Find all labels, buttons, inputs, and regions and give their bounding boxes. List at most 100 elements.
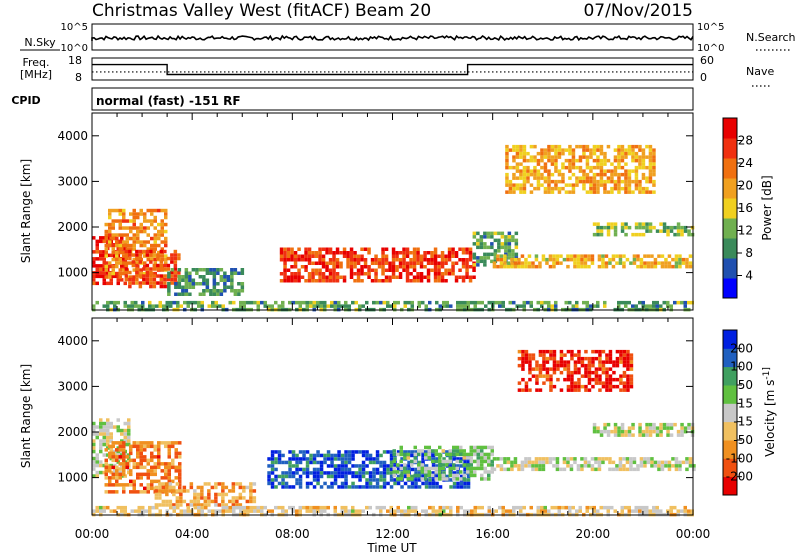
data-cell	[452, 457, 457, 461]
data-cell	[603, 155, 607, 159]
data-cell	[543, 151, 548, 156]
data-cell	[473, 505, 477, 510]
data-cell	[645, 225, 649, 230]
data-cell	[113, 509, 117, 513]
data-cell	[519, 144, 523, 149]
data-cell	[153, 469, 157, 473]
data-cell	[639, 460, 644, 465]
data-cell	[406, 473, 410, 478]
data-cell	[582, 186, 586, 191]
data-cell	[356, 254, 361, 258]
data-cell	[351, 453, 355, 458]
data-cell	[463, 304, 467, 308]
data-cell	[606, 179, 611, 184]
data-cell	[421, 481, 425, 486]
data-cell	[573, 264, 577, 269]
data-cell	[652, 509, 656, 513]
data-cell	[536, 505, 540, 510]
data-cell	[231, 485, 236, 490]
data-cell	[587, 363, 592, 368]
data-cell	[606, 176, 611, 180]
data-cell	[490, 231, 494, 236]
data-cell	[459, 449, 463, 453]
data-cell	[193, 496, 197, 500]
data-cell	[442, 509, 446, 513]
data-cell	[430, 251, 434, 255]
data-cell	[146, 490, 150, 494]
data-cell	[465, 265, 469, 269]
data-cell	[217, 482, 222, 486]
data-cell	[596, 148, 600, 152]
data-cell	[349, 251, 354, 255]
data-cell	[506, 467, 511, 472]
data-cell	[260, 505, 264, 510]
x-tick-label: 12:00	[375, 527, 410, 541]
data-cell	[503, 261, 507, 265]
data-cell	[167, 465, 171, 470]
data-cell	[412, 247, 417, 251]
data-cell	[214, 485, 218, 490]
data-cell	[552, 356, 557, 361]
data-cell	[599, 176, 604, 180]
data-cell	[323, 457, 327, 461]
data-cell	[629, 367, 634, 371]
data-cell	[438, 470, 442, 474]
data-cell	[293, 279, 298, 283]
data-cell	[568, 505, 572, 510]
data-cell	[583, 464, 588, 468]
data-cell	[641, 162, 646, 166]
data-cell	[542, 360, 546, 364]
data-cell	[507, 242, 512, 246]
data-cell	[173, 260, 178, 264]
data-cell	[454, 261, 459, 265]
data-cell	[568, 144, 572, 149]
data-cell	[483, 445, 487, 450]
data-cell	[146, 441, 150, 445]
data-cell	[584, 363, 588, 368]
data-cell	[613, 179, 618, 184]
data-cell	[152, 253, 157, 257]
data-cell	[163, 277, 167, 282]
data-cell	[631, 433, 635, 437]
data-cell	[230, 275, 234, 279]
data-cell	[132, 226, 136, 230]
data-cell	[606, 190, 611, 194]
data-cell	[293, 254, 298, 258]
data-cell	[617, 186, 621, 191]
data-cell	[312, 485, 317, 489]
data-cell	[150, 455, 154, 459]
data-cell	[146, 226, 150, 230]
data-cell	[615, 363, 620, 368]
data-cell	[641, 429, 646, 434]
data-cell	[118, 476, 122, 480]
data-cell	[230, 271, 234, 275]
data-cell	[184, 278, 189, 282]
data-cell	[270, 304, 274, 308]
data-cell	[153, 448, 157, 452]
data-cell	[295, 453, 299, 458]
data-cell	[164, 254, 168, 258]
data-cell	[318, 254, 322, 258]
data-cell	[113, 304, 117, 308]
data-cell	[455, 452, 459, 457]
data-cell	[164, 208, 168, 213]
data-cell	[214, 482, 218, 486]
data-cell	[179, 492, 183, 497]
data-cell	[405, 261, 410, 265]
data-cell	[403, 474, 408, 479]
data-cell	[410, 459, 414, 464]
data-cell	[577, 377, 581, 382]
data-cell	[619, 388, 623, 392]
data-cell	[636, 257, 640, 262]
data-cell	[111, 219, 115, 223]
data-cell	[455, 459, 459, 464]
data-cell	[95, 474, 99, 478]
data-cell	[92, 474, 96, 478]
data-cell	[128, 249, 132, 254]
data-cell	[615, 356, 620, 361]
data-cell	[659, 229, 663, 233]
data-cell	[458, 247, 462, 251]
data-cell	[305, 509, 309, 513]
data-cell	[522, 155, 527, 159]
data-cell	[395, 254, 399, 258]
